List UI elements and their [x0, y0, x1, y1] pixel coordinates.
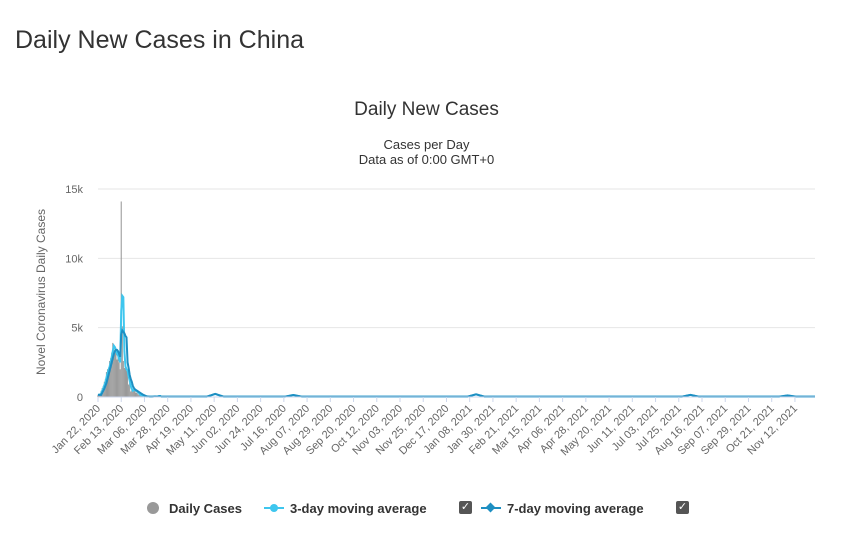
y-tick-label: 0: [77, 392, 83, 404]
daily-cases-bar: [108, 367, 110, 397]
chart-title: Daily New Cases: [354, 99, 499, 120]
daily-cases-bar: [114, 352, 116, 397]
daily-cases-bar: [97, 394, 99, 397]
legend-label-7-day: 7-day moving average: [507, 500, 644, 516]
daily-cases-bar: [123, 367, 125, 397]
checkbox-7-day[interactable]: ✓: [676, 501, 689, 514]
daily-cases-bar: [128, 384, 130, 397]
daily-cases-bar: [134, 390, 136, 397]
daily-cases-bar: [111, 352, 113, 397]
daily-cases-bar: [137, 394, 139, 397]
daily-cases-bar: [139, 395, 141, 397]
daily-cases-bar: [109, 360, 111, 397]
legend-label-daily-cases: Daily Cases: [169, 500, 242, 516]
y-axis-label: Novel Coronavirus Daily Cases: [34, 209, 48, 375]
page-title: Daily New Cases in China: [15, 26, 305, 54]
y-ticks: 0 5k 10k 15k: [65, 184, 83, 404]
y-tick-label: 5k: [71, 323, 83, 335]
daily-cases-bar: [119, 369, 121, 397]
legend-item-7-day[interactable]: 7-day moving average: [481, 496, 644, 520]
daily-cases-bar: [130, 391, 132, 397]
legend: Daily Cases 3-day moving average ✓ 7-day…: [0, 496, 853, 520]
grid: [98, 188, 815, 329]
y-tick-label: 10k: [65, 253, 83, 265]
y-tick-label: 15k: [65, 184, 83, 196]
daily-cases-bar: [113, 345, 115, 397]
daily-cases-bar: [136, 390, 138, 397]
chart-subtitle: Cases per Day Data as of 0:00 GMT+0: [0, 137, 853, 167]
daily-cases-bar: [131, 390, 133, 397]
daily-cases-bar: [127, 372, 129, 397]
legend-symbol-3-day: [264, 502, 284, 514]
daily-cases-bar: [125, 370, 128, 397]
chart-subtitle-line1: Cases per Day: [383, 137, 470, 152]
daily-cases-bar: [98, 395, 100, 397]
daily-cases-bar: [135, 392, 137, 397]
legend-symbol-7-day: [481, 502, 501, 514]
daily-cases-bar: [129, 383, 131, 397]
daily-cases-bar: [118, 362, 120, 397]
daily-cases-bar: [138, 394, 140, 397]
daily-cases-bar: [122, 360, 124, 397]
daily-cases-bar: [110, 358, 112, 397]
daily-cases-bar: [112, 342, 114, 397]
daily-cases-bar: [117, 355, 119, 397]
daily-cases-bar: [115, 349, 117, 397]
daily-cases-bar: [124, 368, 126, 397]
daily-cases-bar: [133, 388, 135, 397]
daily-cases-bar: [106, 369, 109, 397]
legend-item-3-day[interactable]: 3-day moving average: [264, 496, 427, 520]
daily-cases-bar: [132, 391, 134, 397]
series-7-day-line: [98, 328, 815, 398]
legend-item-daily-cases[interactable]: Daily Cases: [143, 496, 242, 520]
daily-cases-bar: [116, 359, 118, 397]
legend-symbol-daily-cases: [143, 502, 163, 514]
chart-subtitle-line2: Data as of 0:00 GMT+0: [358, 152, 495, 167]
legend-label-3-day: 3-day moving average: [290, 500, 427, 516]
checkbox-3-day[interactable]: ✓: [459, 501, 472, 514]
series-3-day-line: [97, 293, 815, 398]
daily-cases-bar: [121, 326, 123, 397]
